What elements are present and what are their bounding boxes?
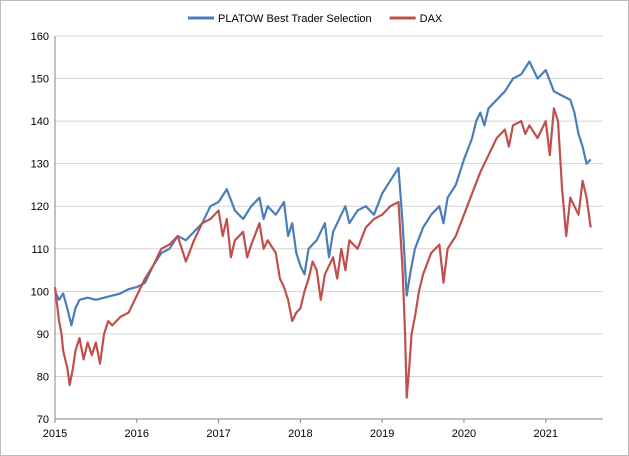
- y-tick-label: 80: [37, 371, 49, 383]
- y-tick-label: 120: [31, 201, 49, 213]
- legend-label: DAX: [420, 13, 443, 25]
- y-tick-label: 100: [31, 286, 49, 298]
- axes: 70 80 90 100 110 120 130 140 150 160 2015 2016 2017 2…: [31, 31, 603, 440]
- legend: PLATOW Best Trader Selection DAX: [188, 13, 443, 25]
- x-tick-label: 2015: [43, 428, 67, 440]
- series-layer: [53, 60, 592, 399]
- x-tick-label: 2020: [452, 428, 476, 440]
- x-tick-label: 2021: [534, 428, 558, 440]
- y-tick-label: 110: [31, 244, 49, 256]
- x-tick-label: 2019: [370, 428, 394, 440]
- y-tick-label: 90: [37, 329, 49, 341]
- y-tick-label: 140: [31, 116, 49, 128]
- legend-label: PLATOW Best Trader Selection: [218, 13, 372, 25]
- gridlines: [55, 35, 603, 377]
- y-tick-label: 70: [37, 414, 49, 426]
- y-tick-label: 160: [31, 31, 49, 43]
- series-line-dax: [53, 107, 592, 399]
- x-tick-label: 2016: [125, 428, 149, 440]
- y-tick-label: 130: [31, 159, 49, 171]
- y-tick-label: 150: [31, 74, 49, 86]
- x-tick-label: 2018: [288, 428, 312, 440]
- x-tick-label: 2017: [206, 428, 230, 440]
